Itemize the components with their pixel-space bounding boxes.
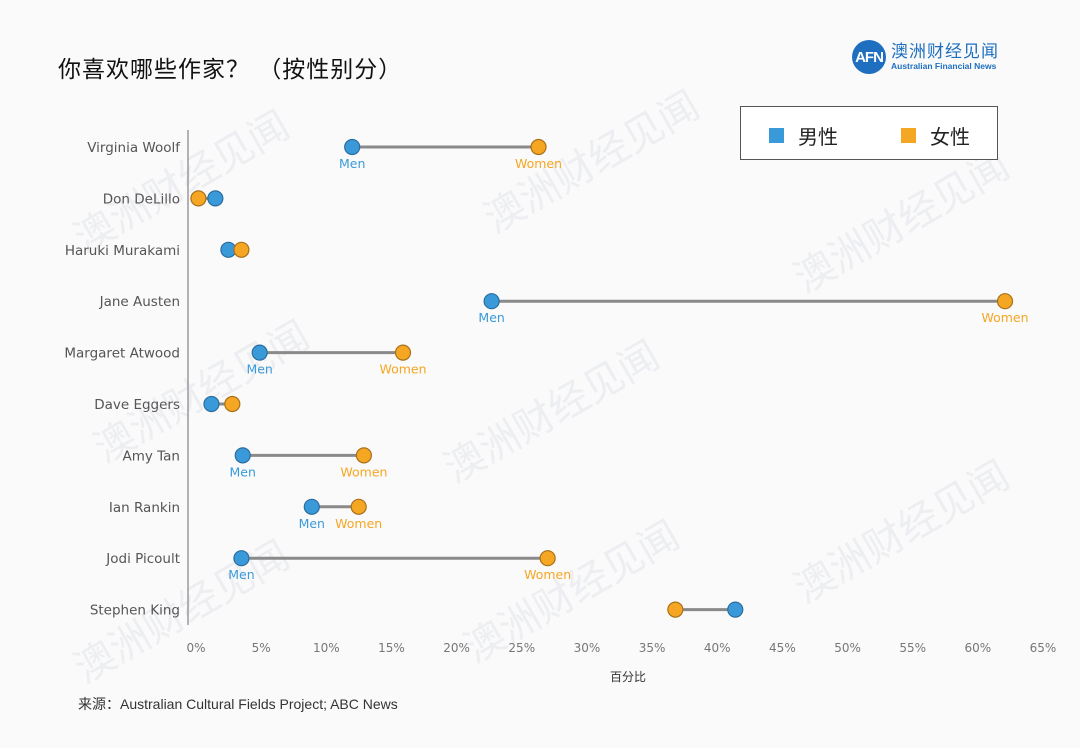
x-tick-label: 20%: [443, 641, 470, 655]
afn-logo: AFN 澳洲财经见闻 Australian Financial News: [852, 40, 999, 74]
x-tick-label: 25%: [508, 641, 535, 655]
women-point-label: Women: [981, 310, 1028, 325]
women-point-label: Women: [524, 567, 571, 582]
x-axis-label: 百分比: [610, 670, 646, 684]
men-point-label: Men: [478, 310, 504, 325]
category-label: Virginia Woolf: [87, 140, 181, 156]
x-tick-label: 35%: [639, 641, 666, 655]
legend: 男性 女性: [740, 106, 998, 160]
logo-name-cn: 澳洲财经见闻: [891, 42, 999, 62]
men-point: [727, 601, 744, 618]
legend-label-men: 男性: [798, 125, 838, 149]
legend-swatch-women: [901, 128, 916, 143]
category-label: Ian Rankin: [109, 500, 180, 516]
women-point-label: Women: [515, 156, 562, 171]
category-label: Amy Tan: [122, 448, 180, 464]
women-point: [355, 447, 373, 464]
category-label: Don DeLillo: [103, 191, 180, 207]
chart-title: 你喜欢哪些作家？ （按性别分）: [58, 57, 403, 83]
men-point: [483, 293, 500, 310]
women-point: [224, 395, 241, 413]
x-tick-label: 10%: [313, 641, 340, 655]
men-point-label: Men: [299, 516, 325, 531]
source-note: 来源：Australian Cultural Fields Project; A…: [78, 696, 398, 712]
women-point-label: Women: [340, 464, 387, 479]
men-point-label: Men: [246, 362, 272, 377]
category-label: Jane Austen: [99, 294, 180, 310]
legend-item-men: 男性: [769, 121, 838, 150]
men-point: [344, 138, 361, 156]
afn-logo-mark: AFN: [852, 40, 886, 74]
men-point-label: Men: [339, 156, 365, 171]
category-label: Haruki Murakami: [65, 243, 180, 259]
women-point-label: Women: [379, 362, 426, 377]
men-point: [203, 395, 220, 413]
x-tick-label: 65%: [1030, 641, 1057, 655]
legend-item-women: 女性: [901, 121, 970, 150]
x-tick-label: 0%: [186, 641, 205, 655]
category-label: Stephen King: [90, 603, 180, 619]
women-point: [350, 498, 367, 515]
men-point: [207, 190, 224, 207]
men-point-label: Men: [230, 464, 256, 479]
x-tick-label: 40%: [704, 641, 731, 655]
women-point: [667, 601, 684, 618]
x-tick-label: 55%: [899, 641, 926, 655]
men-point: [234, 447, 251, 464]
women-point: [233, 241, 250, 258]
women-point: [996, 293, 1014, 310]
x-tick-label: 50%: [834, 641, 861, 655]
women-point: [530, 138, 547, 156]
men-point: [233, 550, 250, 567]
men-point: [251, 344, 268, 361]
x-tick-label: 45%: [769, 641, 796, 655]
women-point: [394, 344, 412, 361]
men-point: [303, 498, 320, 515]
logo-name-en: Australian Financial News: [891, 61, 997, 71]
x-tick-label: 60%: [965, 641, 992, 655]
category-label: Dave Eggers: [94, 397, 180, 413]
x-tick-label: 15%: [378, 641, 405, 655]
x-tick-label: 30%: [574, 641, 601, 655]
category-label: Jodi Picoult: [105, 551, 180, 567]
men-point-label: Men: [228, 567, 254, 582]
legend-label-women: 女性: [930, 125, 970, 149]
x-tick-label: 5%: [252, 641, 271, 655]
women-point-label: Women: [335, 516, 382, 531]
women-point: [539, 550, 556, 567]
women-point: [190, 190, 207, 207]
category-label: Margaret Atwood: [64, 346, 180, 362]
legend-swatch-men: [769, 128, 784, 143]
